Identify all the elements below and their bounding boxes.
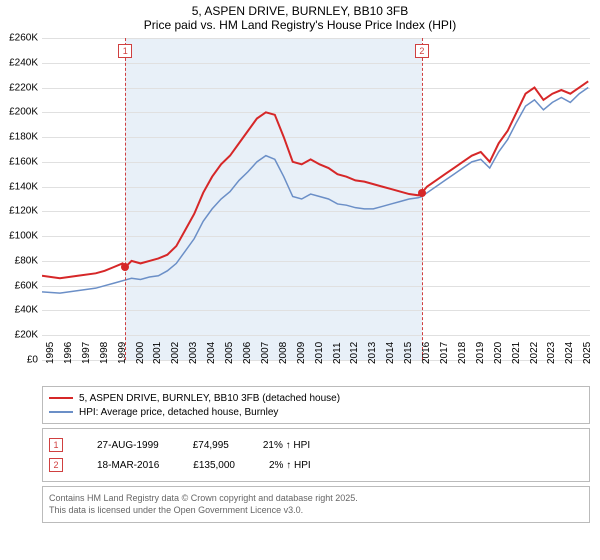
- chart-title-block: 5, ASPEN DRIVE, BURNLEY, BB10 3FB Price …: [0, 0, 600, 34]
- chart-area: 12 £0£20K£40K£60K£80K£100K£120K£140K£160…: [42, 38, 590, 360]
- title-line-1: 5, ASPEN DRIVE, BURNLEY, BB10 3FB: [0, 4, 600, 18]
- title-line-2: Price paid vs. HM Land Registry's House …: [0, 18, 600, 32]
- series-lines: [42, 38, 590, 360]
- attribution-line: Contains HM Land Registry data © Crown c…: [49, 493, 583, 505]
- event-price: £74,995: [193, 440, 229, 451]
- event-row: 1 27-AUG-1999 £74,995 21% ↑ HPI: [49, 435, 583, 455]
- event-marker-icon: 1: [49, 438, 63, 452]
- legend-swatch: [49, 397, 73, 399]
- event-marker-icon: 2: [49, 458, 63, 472]
- legend-label: 5, ASPEN DRIVE, BURNLEY, BB10 3FB (detac…: [79, 393, 340, 404]
- event-date: 18-MAR-2016: [97, 460, 159, 471]
- event-date: 27-AUG-1999: [97, 440, 159, 451]
- legend-swatch: [49, 411, 73, 413]
- attribution-box: Contains HM Land Registry data © Crown c…: [42, 486, 590, 523]
- event-delta: 2% ↑ HPI: [269, 460, 311, 471]
- event-delta: 21% ↑ HPI: [263, 440, 310, 451]
- events-table: 1 27-AUG-1999 £74,995 21% ↑ HPI 2 18-MAR…: [42, 428, 590, 482]
- event-price: £135,000: [193, 460, 235, 471]
- legend-label: HPI: Average price, detached house, Burn…: [79, 407, 278, 418]
- legend-box: 5, ASPEN DRIVE, BURNLEY, BB10 3FB (detac…: [42, 386, 590, 424]
- attribution-line: This data is licensed under the Open Gov…: [49, 505, 583, 517]
- legend-row: 5, ASPEN DRIVE, BURNLEY, BB10 3FB (detac…: [49, 391, 583, 405]
- legend-row: HPI: Average price, detached house, Burn…: [49, 405, 583, 419]
- event-row: 2 18-MAR-2016 £135,000 2% ↑ HPI: [49, 455, 583, 475]
- plot-region: 12: [42, 38, 590, 360]
